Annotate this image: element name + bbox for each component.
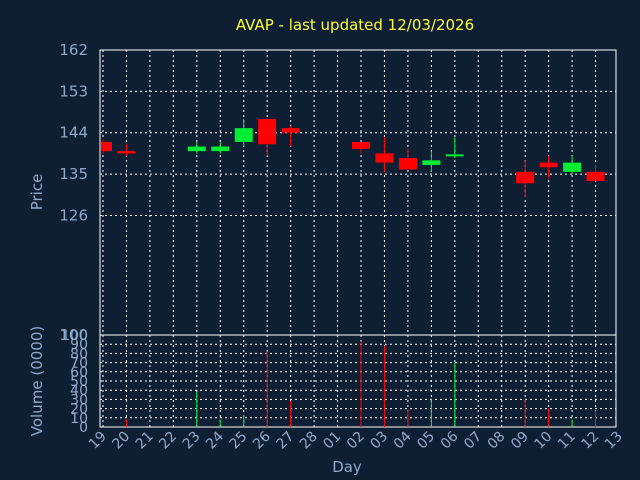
x-tick-label: 05: [414, 429, 438, 453]
x-tick-label: 25: [227, 429, 251, 453]
candle-body: [445, 154, 464, 157]
x-tick-label: 27: [274, 429, 298, 453]
price-axis-title: Price: [28, 174, 46, 211]
x-tick-label: 13: [602, 429, 626, 453]
volume-tick-label: 50: [70, 374, 88, 390]
x-tick-label: 04: [391, 428, 415, 452]
volume-tick-label: 90: [70, 337, 88, 353]
candle-body: [117, 151, 136, 154]
volume-axis-title: Volume (0000): [28, 326, 46, 436]
chart-title: AVAP - last updated 12/03/2026: [236, 16, 474, 34]
price-tick-label: 126: [59, 206, 88, 224]
x-tick-label: 21: [133, 429, 157, 453]
x-tick-label: 08: [485, 429, 509, 453]
candle-body: [234, 128, 253, 142]
x-tick-label: 22: [156, 429, 180, 453]
candle-body: [539, 162, 558, 168]
candle-body: [586, 171, 605, 182]
x-tick-label: 23: [180, 429, 204, 453]
volume-tick-label: 60: [70, 365, 88, 381]
x-tick-label: 10: [532, 429, 556, 453]
x-axis-title: Day: [332, 458, 362, 476]
price-tick-label: 153: [59, 82, 88, 100]
candle-body: [352, 141, 370, 149]
candle-body: [398, 158, 417, 170]
x-tick-label: 24: [203, 428, 227, 452]
x-tick-label: 02: [344, 429, 368, 453]
candle-body: [101, 141, 112, 152]
volume-tick-label: 0: [79, 420, 88, 436]
x-tick-label: 12: [578, 429, 602, 453]
candle-body: [375, 153, 394, 163]
candle-body: [516, 171, 535, 184]
x-tick-label: 28: [297, 429, 321, 453]
candle-body: [187, 146, 206, 152]
x-tick-label: 03: [367, 429, 391, 453]
candle-body: [281, 128, 300, 133]
x-tick-label: 01: [320, 429, 344, 453]
volume-tick-label: 20: [70, 402, 88, 418]
x-tick-label: 26: [250, 428, 274, 452]
x-tick-label: 19: [86, 429, 110, 453]
volume-frame: [99, 334, 617, 428]
x-tick-label: 20: [109, 429, 133, 453]
volume-tick-label: 70: [70, 356, 88, 372]
price-panel: 100 126 135 144 153 162: [59, 41, 617, 344]
volume-tick-label: 40: [70, 383, 88, 399]
volume-tick-label: 100: [61, 328, 88, 344]
x-tick-label: 09: [508, 429, 532, 453]
price-tick-label: 100: [59, 326, 88, 344]
price-frame: [99, 49, 617, 336]
price-tick-label: 135: [59, 165, 88, 183]
x-tick-label: 06: [438, 428, 462, 452]
x-axis: 19 20 21 22 23 24 25 26 27 28 01 02 03 04 05 06 07 08 09 10…: [86, 428, 626, 452]
candle-body: [211, 146, 230, 152]
volume-tick-label: 80: [70, 346, 88, 362]
candle-body: [258, 118, 277, 145]
candle-body: [422, 160, 441, 165]
candle-body: [563, 162, 582, 172]
volume-tick-label: 10: [70, 411, 88, 427]
price-tick-label: 162: [59, 41, 88, 59]
volume-tick-label: 30: [70, 392, 88, 408]
price-tick-label: 144: [59, 124, 88, 142]
x-tick-label: 07: [461, 429, 485, 453]
x-tick-label: 11: [555, 429, 579, 453]
